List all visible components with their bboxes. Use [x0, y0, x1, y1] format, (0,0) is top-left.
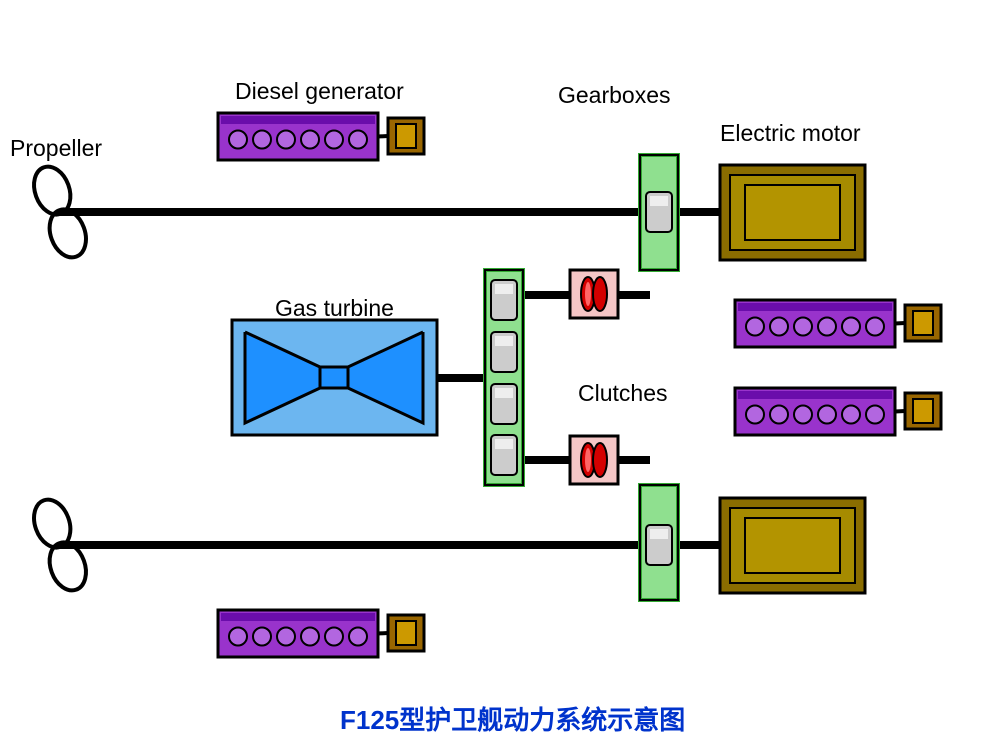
diagram-svg: [0, 0, 1000, 750]
label-propeller: Propeller: [10, 135, 102, 162]
label-gas-turbine: Gas turbine: [275, 295, 394, 322]
label-diesel-generator: Diesel generator: [235, 78, 404, 105]
label-electric-motor: Electric motor: [720, 120, 861, 147]
caption: F125型护卫舰动力系统示意图: [340, 700, 685, 737]
label-gearboxes: Gearboxes: [558, 82, 671, 109]
label-clutches: Clutches: [578, 380, 667, 407]
